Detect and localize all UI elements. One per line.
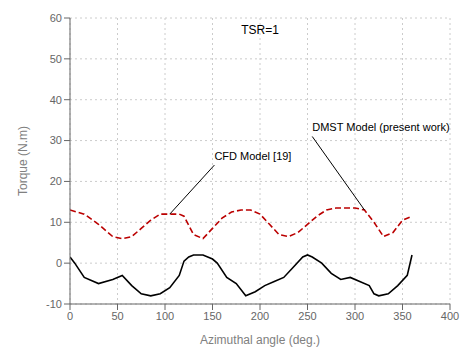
svg-text:100: 100 (156, 310, 174, 322)
svg-text:350: 350 (393, 310, 411, 322)
svg-text:CFD Model [19]: CFD Model [19] (214, 150, 291, 162)
svg-text:50: 50 (111, 310, 123, 322)
svg-text:10: 10 (50, 216, 62, 228)
svg-text:TSR=1: TSR=1 (241, 23, 279, 37)
svg-text:300: 300 (346, 310, 364, 322)
svg-text:0: 0 (67, 310, 73, 322)
svg-text:20: 20 (50, 175, 62, 187)
svg-text:60: 60 (50, 12, 62, 24)
svg-text:DMST Model (present work): DMST Model (present work) (312, 121, 449, 133)
svg-text:Azimuthal angle (deg.): Azimuthal angle (deg.) (200, 333, 320, 347)
svg-text:50: 50 (50, 53, 62, 65)
svg-text:Torque (N.m): Torque (N.m) (16, 126, 30, 196)
svg-text:40: 40 (50, 94, 62, 106)
svg-text:30: 30 (50, 134, 62, 146)
svg-text:400: 400 (441, 310, 459, 322)
svg-text:0: 0 (56, 257, 62, 269)
svg-text:200: 200 (251, 310, 269, 322)
svg-text:-10: -10 (46, 298, 62, 310)
svg-text:150: 150 (203, 310, 221, 322)
svg-text:250: 250 (298, 310, 316, 322)
